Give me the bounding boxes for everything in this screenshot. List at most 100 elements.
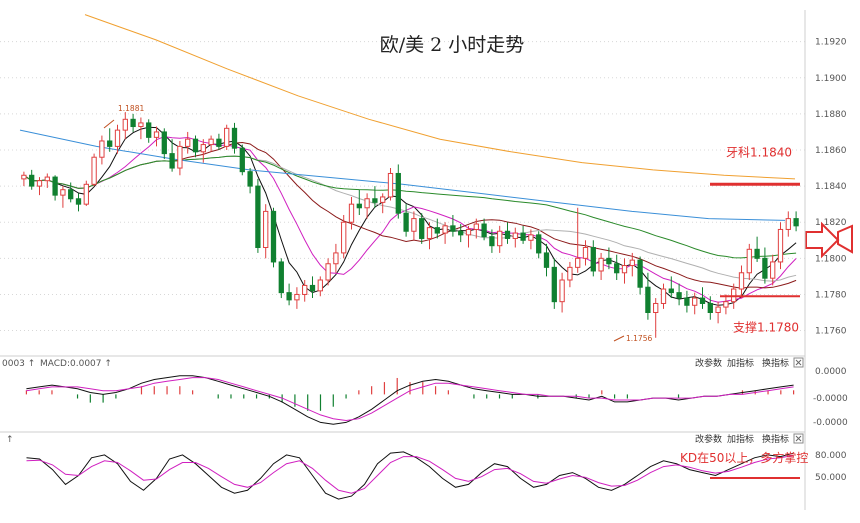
candle-body xyxy=(575,257,581,268)
chart-title: 欧/美 2 小时走势 xyxy=(380,34,525,56)
candle-body xyxy=(434,227,440,234)
candle-body xyxy=(29,174,35,187)
kd-switch-indicator-button[interactable]: 换指标 xyxy=(762,433,789,445)
ma-5-line xyxy=(23,126,797,306)
candle-body xyxy=(255,185,261,249)
macd-switch-indicator-button[interactable]: 换指标 xyxy=(762,357,789,369)
candle-body xyxy=(372,198,378,203)
macd-change-params-button[interactable]: 改参数 xyxy=(695,357,722,369)
candle-body xyxy=(286,292,292,301)
high-label: 1.1881 xyxy=(118,104,144,113)
candle-body xyxy=(122,118,128,131)
candle-body xyxy=(247,171,253,187)
candle-body xyxy=(723,301,729,308)
candle-body xyxy=(754,248,760,259)
candle-body xyxy=(536,234,542,254)
macd-tick-0: 0.0000 xyxy=(815,367,847,377)
candle-body xyxy=(614,263,620,274)
macd-histogram xyxy=(25,377,795,411)
macd-panel: 0003 ↑ MACD:0.0007 ↑ 改参数 加指标 换指标 0.0000 … xyxy=(2,357,848,428)
resistance-label: 牙科1.1840 xyxy=(726,145,792,159)
candle-body xyxy=(52,176,58,196)
candle-body xyxy=(465,228,472,236)
candle-body xyxy=(302,284,308,295)
candle-body xyxy=(528,234,534,241)
candle-body xyxy=(325,263,331,281)
price-tick-label: 1.1920 xyxy=(815,38,847,48)
candle-body xyxy=(91,156,97,185)
candle-body xyxy=(200,144,206,153)
candle-body xyxy=(715,306,721,314)
price-tick-label: 1.1900 xyxy=(815,74,847,84)
candle-body xyxy=(567,266,573,281)
price-tick-label: 1.1820 xyxy=(815,218,847,228)
ma-10-line xyxy=(23,136,797,303)
candle-body xyxy=(770,261,776,279)
candle-body xyxy=(107,140,113,147)
candle-body xyxy=(114,129,121,147)
candle-body xyxy=(582,247,589,259)
candle-body xyxy=(489,236,495,247)
candle-body xyxy=(231,127,238,149)
candle-body xyxy=(520,232,526,241)
candle-body xyxy=(387,172,394,198)
candle-body xyxy=(68,189,74,200)
candle-body xyxy=(777,228,784,263)
candle-body xyxy=(692,297,698,306)
kd-close-icon[interactable] xyxy=(793,433,804,444)
candle-body xyxy=(130,118,136,128)
macd-dea-line xyxy=(26,377,794,422)
candle-body xyxy=(785,218,791,230)
candle-body xyxy=(75,198,82,205)
price-tick-label: 1.1860 xyxy=(815,146,847,156)
candle-body xyxy=(348,203,355,223)
candles xyxy=(21,112,799,338)
candle-body xyxy=(278,261,284,294)
ma-30-line xyxy=(23,155,797,282)
candle-body xyxy=(341,221,347,254)
candle-body xyxy=(177,145,183,169)
macd-add-indicator-button[interactable]: 加指标 xyxy=(727,357,754,369)
kd-k-line xyxy=(26,451,794,500)
long-ma-line xyxy=(84,14,796,180)
candle-body xyxy=(364,198,370,209)
candle-body xyxy=(707,302,713,314)
candle-body xyxy=(146,122,152,138)
candle-body xyxy=(239,147,245,173)
candle-body xyxy=(153,131,160,138)
price-axis: 1.1920 1.1900 1.1880 1.1860 1.1840 1.1820 1.18… xyxy=(815,38,847,337)
ma-60-line xyxy=(23,155,797,259)
candle-body xyxy=(458,230,464,236)
candle-body xyxy=(497,230,503,247)
candle-body xyxy=(738,272,745,290)
candle-body xyxy=(356,203,362,209)
candle-body xyxy=(684,297,690,306)
candle-body xyxy=(411,218,417,232)
kd-add-indicator-button[interactable]: 加指标 xyxy=(727,433,754,445)
candle-body xyxy=(793,218,799,227)
candle-body xyxy=(44,176,50,182)
ma-20-line xyxy=(23,141,797,289)
candle-body xyxy=(419,218,425,239)
candle-body xyxy=(83,183,89,205)
macd-close-icon[interactable] xyxy=(793,357,804,368)
candle-body xyxy=(606,257,612,265)
candle-body xyxy=(317,279,323,292)
candle-body xyxy=(403,212,409,232)
kd-d-line xyxy=(26,454,794,494)
right-arrow-icon xyxy=(805,221,853,259)
kd-tick-0: 80.000 xyxy=(815,451,847,461)
candle-body xyxy=(551,266,557,303)
candle-body xyxy=(660,288,667,304)
candle-body xyxy=(590,247,596,272)
candle-body xyxy=(699,297,706,304)
candle-body xyxy=(224,127,230,147)
candle-body xyxy=(668,288,674,294)
candle-body xyxy=(138,122,144,128)
candle-body xyxy=(99,140,105,158)
candle-body xyxy=(559,279,565,303)
kd-change-params-button[interactable]: 改参数 xyxy=(695,433,722,445)
price-tick-label: 1.1760 xyxy=(815,327,847,337)
candle-body xyxy=(645,286,651,314)
candle-body xyxy=(426,227,433,239)
